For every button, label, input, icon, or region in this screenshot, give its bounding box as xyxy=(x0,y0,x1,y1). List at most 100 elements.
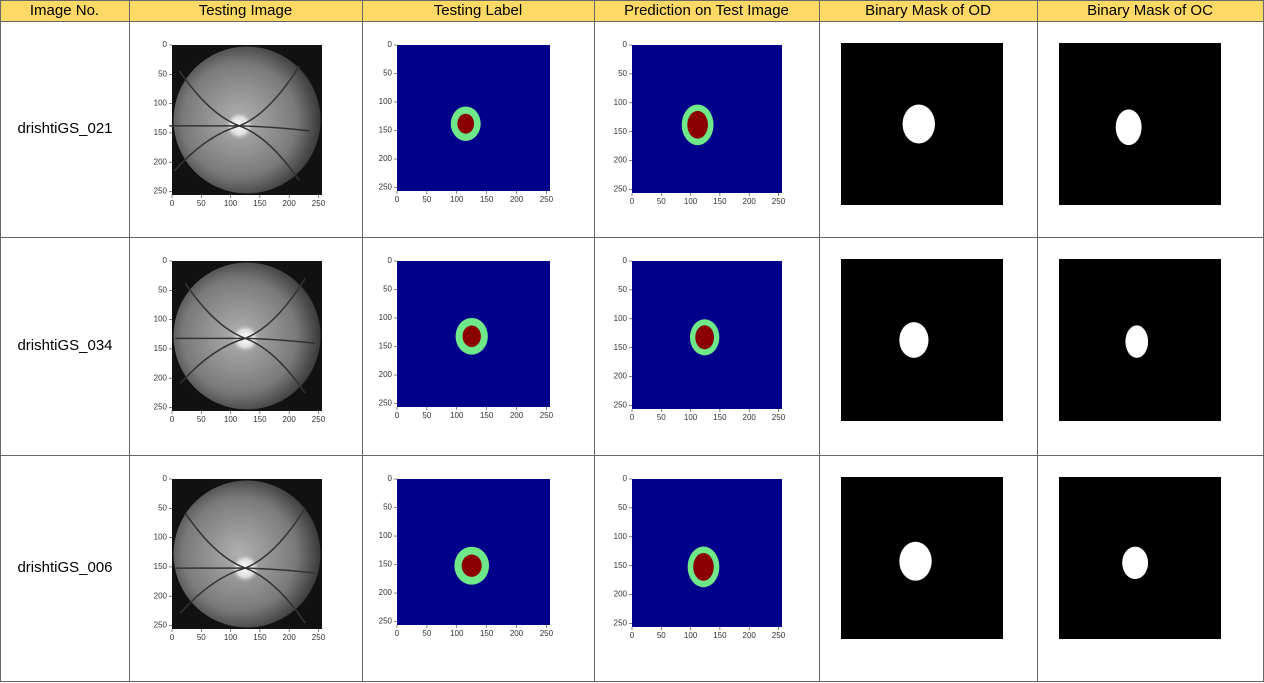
vessel xyxy=(239,125,301,182)
x-tick-label: 0 xyxy=(395,195,400,204)
x-tick-label: 250 xyxy=(772,631,786,640)
y-tick-label: 50 xyxy=(158,503,167,512)
x-tick-label: 200 xyxy=(283,415,297,424)
mask-region xyxy=(899,541,932,581)
column-header: Prediction on Test Image xyxy=(624,2,789,19)
column-header: Testing Label xyxy=(434,2,522,19)
vessel xyxy=(239,65,301,127)
y-tick-label: 100 xyxy=(379,313,393,322)
y-tick-label: 200 xyxy=(379,588,393,597)
x-tick-label: 150 xyxy=(253,199,267,208)
x-tick-label: 150 xyxy=(480,195,494,204)
y-tick-label: 250 xyxy=(154,187,168,196)
cup-region xyxy=(462,325,481,348)
x-tick-label: 200 xyxy=(510,195,524,204)
vessel xyxy=(184,282,246,340)
y-tick-label: 200 xyxy=(154,591,168,600)
x-tick-label: 50 xyxy=(657,413,666,422)
mask-region xyxy=(899,322,929,358)
y-tick-label: 150 xyxy=(379,560,393,569)
y-tick-label: 0 xyxy=(388,40,393,49)
y-tick-label: 0 xyxy=(388,474,393,483)
x-tick-label: 50 xyxy=(657,631,666,640)
x-tick-label: 200 xyxy=(510,411,524,420)
x-tick-label: 100 xyxy=(224,415,238,424)
x-tick-label: 250 xyxy=(312,199,326,208)
column-header: Testing Image xyxy=(199,2,292,19)
y-tick-label: 50 xyxy=(618,69,627,78)
image-id: drishtiGS_021 xyxy=(17,120,112,137)
y-tick-label: 0 xyxy=(388,256,393,265)
image-id: drishtiGS_034 xyxy=(17,337,112,354)
y-tick-label: 50 xyxy=(383,503,392,512)
x-tick-label: 200 xyxy=(510,629,524,638)
vessel xyxy=(244,567,306,624)
y-tick-label: 100 xyxy=(614,98,628,107)
cup-region xyxy=(461,554,482,577)
vessel xyxy=(244,507,306,569)
x-tick-label: 100 xyxy=(450,629,464,638)
vessel xyxy=(179,567,246,614)
cup-region xyxy=(687,110,708,139)
x-tick-label: 0 xyxy=(170,199,175,208)
x-tick-label: 150 xyxy=(713,413,727,422)
y-tick-label: 150 xyxy=(614,127,628,136)
x-tick-label: 250 xyxy=(772,197,786,206)
y-tick-label: 200 xyxy=(154,157,168,166)
x-tick-label: 250 xyxy=(540,411,554,420)
vessel xyxy=(173,125,240,172)
x-tick-label: 0 xyxy=(170,415,175,424)
x-tick-label: 250 xyxy=(540,629,554,638)
y-tick-label: 150 xyxy=(154,128,168,137)
y-tick-label: 100 xyxy=(379,97,393,106)
y-tick-label: 0 xyxy=(623,474,628,483)
y-tick-label: 150 xyxy=(154,562,168,571)
vessel xyxy=(179,337,246,384)
cup-region xyxy=(695,325,715,350)
y-tick-label: 100 xyxy=(614,314,628,323)
y-tick-label: 250 xyxy=(379,183,393,192)
x-tick-label: 200 xyxy=(283,199,297,208)
y-tick-label: 200 xyxy=(614,590,628,599)
y-tick-label: 0 xyxy=(163,256,168,265)
column-header: Binary Mask of OD xyxy=(865,2,991,19)
x-tick-label: 250 xyxy=(312,415,326,424)
x-tick-label: 0 xyxy=(170,633,175,642)
y-tick-label: 50 xyxy=(158,285,167,294)
y-tick-label: 150 xyxy=(614,561,628,570)
column-header: Binary Mask of OC xyxy=(1087,2,1213,19)
x-tick-label: 0 xyxy=(630,197,635,206)
y-tick-label: 100 xyxy=(154,99,168,108)
y-tick-label: 0 xyxy=(163,474,168,483)
cup-region xyxy=(457,113,475,134)
x-tick-label: 0 xyxy=(395,411,400,420)
x-tick-label: 250 xyxy=(540,195,554,204)
x-tick-label: 250 xyxy=(772,413,786,422)
mask-region xyxy=(902,104,935,144)
x-tick-label: 150 xyxy=(713,631,727,640)
mask-region xyxy=(1122,546,1149,580)
mask-region xyxy=(1125,325,1149,358)
y-tick-label: 50 xyxy=(383,69,392,78)
y-tick-label: 100 xyxy=(154,315,168,324)
x-tick-label: 100 xyxy=(684,197,698,206)
y-tick-label: 150 xyxy=(154,344,168,353)
x-tick-label: 100 xyxy=(684,413,698,422)
x-tick-label: 100 xyxy=(684,631,698,640)
y-tick-label: 100 xyxy=(614,532,628,541)
y-tick-label: 250 xyxy=(379,617,393,626)
cup-region xyxy=(693,553,714,581)
x-tick-label: 150 xyxy=(480,629,494,638)
y-tick-label: 100 xyxy=(379,531,393,540)
x-tick-label: 100 xyxy=(450,411,464,420)
x-tick-label: 200 xyxy=(283,633,297,642)
y-tick-label: 50 xyxy=(383,285,392,294)
y-tick-label: 0 xyxy=(623,40,628,49)
vessel xyxy=(245,567,316,574)
x-tick-label: 50 xyxy=(422,411,431,420)
x-tick-label: 0 xyxy=(630,631,635,640)
y-tick-label: 250 xyxy=(154,621,168,630)
image-id: drishtiGS_006 xyxy=(17,559,112,576)
y-tick-label: 100 xyxy=(154,533,168,542)
